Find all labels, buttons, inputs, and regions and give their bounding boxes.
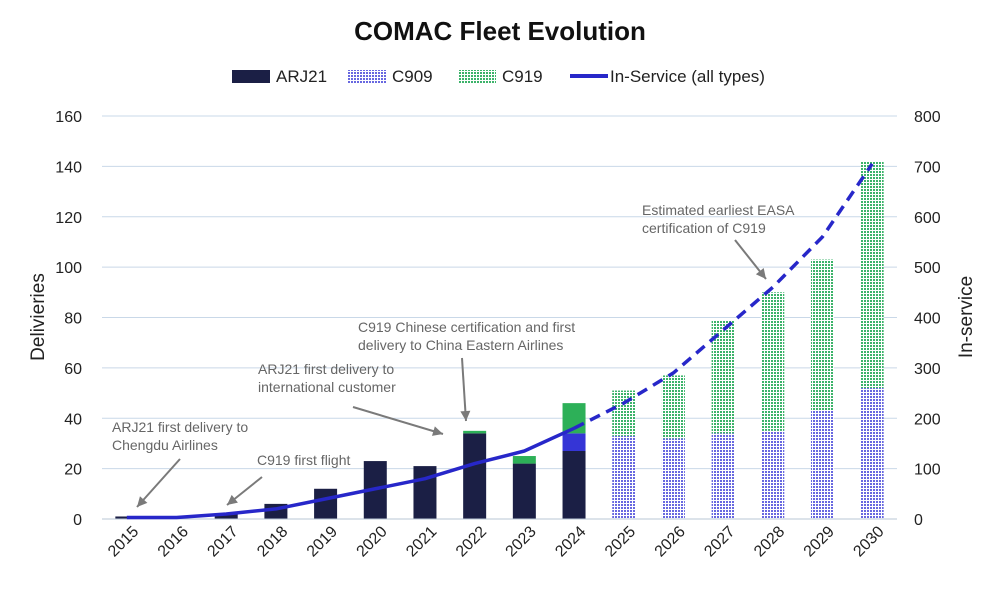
annotation-text: ARJ21 first delivery to: [258, 361, 394, 377]
y2-tick-label: 300: [914, 361, 941, 378]
bar-c909-2029: [810, 410, 834, 519]
annotation-text: ARJ21 first delivery to: [112, 419, 248, 435]
annotation-text: certification of C919: [642, 220, 766, 236]
y2-tick-label: 600: [914, 210, 941, 227]
bar-series: [115, 161, 884, 519]
y2-tick-label: 800: [914, 109, 941, 126]
x-tick-label: 2021: [403, 523, 440, 560]
legend-swatch-c919: [458, 70, 496, 83]
annotation-text: Chengdu Airlines: [112, 437, 218, 453]
x-tick-label: 2016: [155, 523, 192, 560]
annotation-arrowhead: [755, 268, 766, 279]
bar-c919-2030: [860, 161, 884, 389]
annotation-arrow: [352, 406, 444, 435]
bar-c909-2026: [661, 438, 685, 519]
x-tick-label: 2018: [254, 523, 291, 560]
bar-c909-2028: [761, 430, 785, 519]
bar-arj21-2019: [314, 488, 338, 519]
y-tick-label: 160: [55, 109, 82, 126]
y2-axis-label: In-service: [956, 276, 977, 358]
y2-tick-label: 400: [914, 311, 941, 328]
bar-c909-2030: [860, 388, 884, 519]
bar-c919-2026: [661, 375, 685, 439]
y-tick-label: 60: [64, 361, 82, 378]
bar-c909-2025: [612, 435, 636, 519]
bar-arj21-2023: [512, 463, 536, 519]
annotations: ARJ21 first delivery to Chengdu Airlines C…: [112, 202, 795, 508]
line-series: [126, 162, 874, 520]
bar-c919-2029: [810, 259, 834, 411]
bar-c909-2027: [711, 433, 735, 519]
annotation-arrow: [461, 357, 467, 422]
x-tick-label: 2023: [503, 523, 540, 560]
in-service-line-estimate: [573, 162, 874, 430]
annotation-text: Estimated earliest EASA: [642, 202, 795, 218]
x-tick-label: 2019: [304, 523, 341, 560]
y-tick-label: 20: [64, 462, 82, 479]
legend-label-c919: C919: [502, 67, 543, 86]
annotation-arrowhead: [460, 410, 471, 421]
legend: ARJ21 C909 C919 In-Service (all types): [232, 67, 765, 86]
y-axis-ticks: 0 20 40 60 80 100 120 140 160: [55, 109, 82, 529]
chart-title: COMAC Fleet Evolution: [354, 16, 646, 46]
y-tick-label: 40: [64, 411, 82, 428]
y2-axis-ticks: 0 100 200 300 400 500 600 700 800: [914, 109, 941, 529]
x-axis-ticks: 2015 2016 2017 2018 2019 2020 2021 2022 2023 2024…: [105, 523, 888, 560]
annotation-arrow: [136, 458, 181, 508]
legend-label-in-service: In-Service (all types): [610, 67, 765, 86]
annotation-text: delivery to China Eastern Airlines: [358, 337, 563, 353]
bar-c919-2023: [512, 456, 536, 464]
bar-arj21-2021: [413, 466, 437, 519]
bar-c919-2027: [711, 320, 735, 434]
x-tick-label: 2017: [204, 523, 241, 560]
gridlines: [102, 115, 897, 470]
bar-c919-2028: [761, 292, 785, 431]
y2-tick-label: 500: [914, 260, 941, 277]
annotation-text: C919 first flight: [257, 452, 350, 468]
annotation-arrowhead: [137, 496, 148, 507]
y-tick-label: 120: [55, 210, 82, 227]
y-tick-label: 140: [55, 159, 82, 176]
x-tick-label: 2015: [105, 523, 142, 560]
bar-c909-2024: [562, 433, 586, 451]
legend-swatch-c909: [348, 70, 386, 83]
bar-arj21-2022: [463, 433, 487, 519]
y-axis-label: Delivieries: [28, 273, 49, 361]
in-service-line-actual: [126, 426, 575, 520]
bar-arj21-2024: [562, 450, 586, 519]
y2-tick-label: 0: [914, 512, 923, 529]
annotation-text: C919 Chinese certification and first: [358, 319, 575, 335]
y2-tick-label: 200: [914, 411, 941, 428]
legend-swatch-arj21: [232, 70, 270, 83]
y-tick-label: 0: [73, 512, 82, 529]
y-tick-label: 100: [55, 260, 82, 277]
x-tick-label: 2022: [453, 523, 490, 560]
annotation-arrowhead: [227, 494, 238, 505]
y2-tick-label: 100: [914, 462, 941, 479]
bar-c919-2022: [463, 430, 487, 434]
annotation-text: international customer: [258, 379, 396, 395]
x-tick-label: 2030: [850, 523, 887, 560]
x-tick-label: 2027: [701, 523, 738, 560]
y2-tick-label: 700: [914, 159, 941, 176]
legend-label-arj21: ARJ21: [276, 67, 327, 86]
x-tick-label: 2020: [354, 523, 391, 560]
x-tick-label: 2029: [801, 523, 838, 560]
x-tick-label: 2026: [652, 523, 689, 560]
x-tick-label: 2024: [552, 523, 589, 560]
x-tick-label: 2028: [751, 523, 788, 560]
x-tick-label: 2025: [602, 523, 639, 560]
annotation-arrowhead: [431, 426, 443, 436]
bar-c919-2025: [612, 390, 636, 436]
bar-arj21-2017: [214, 513, 238, 519]
y-tick-label: 80: [64, 311, 82, 328]
legend-label-c909: C909: [392, 67, 433, 86]
